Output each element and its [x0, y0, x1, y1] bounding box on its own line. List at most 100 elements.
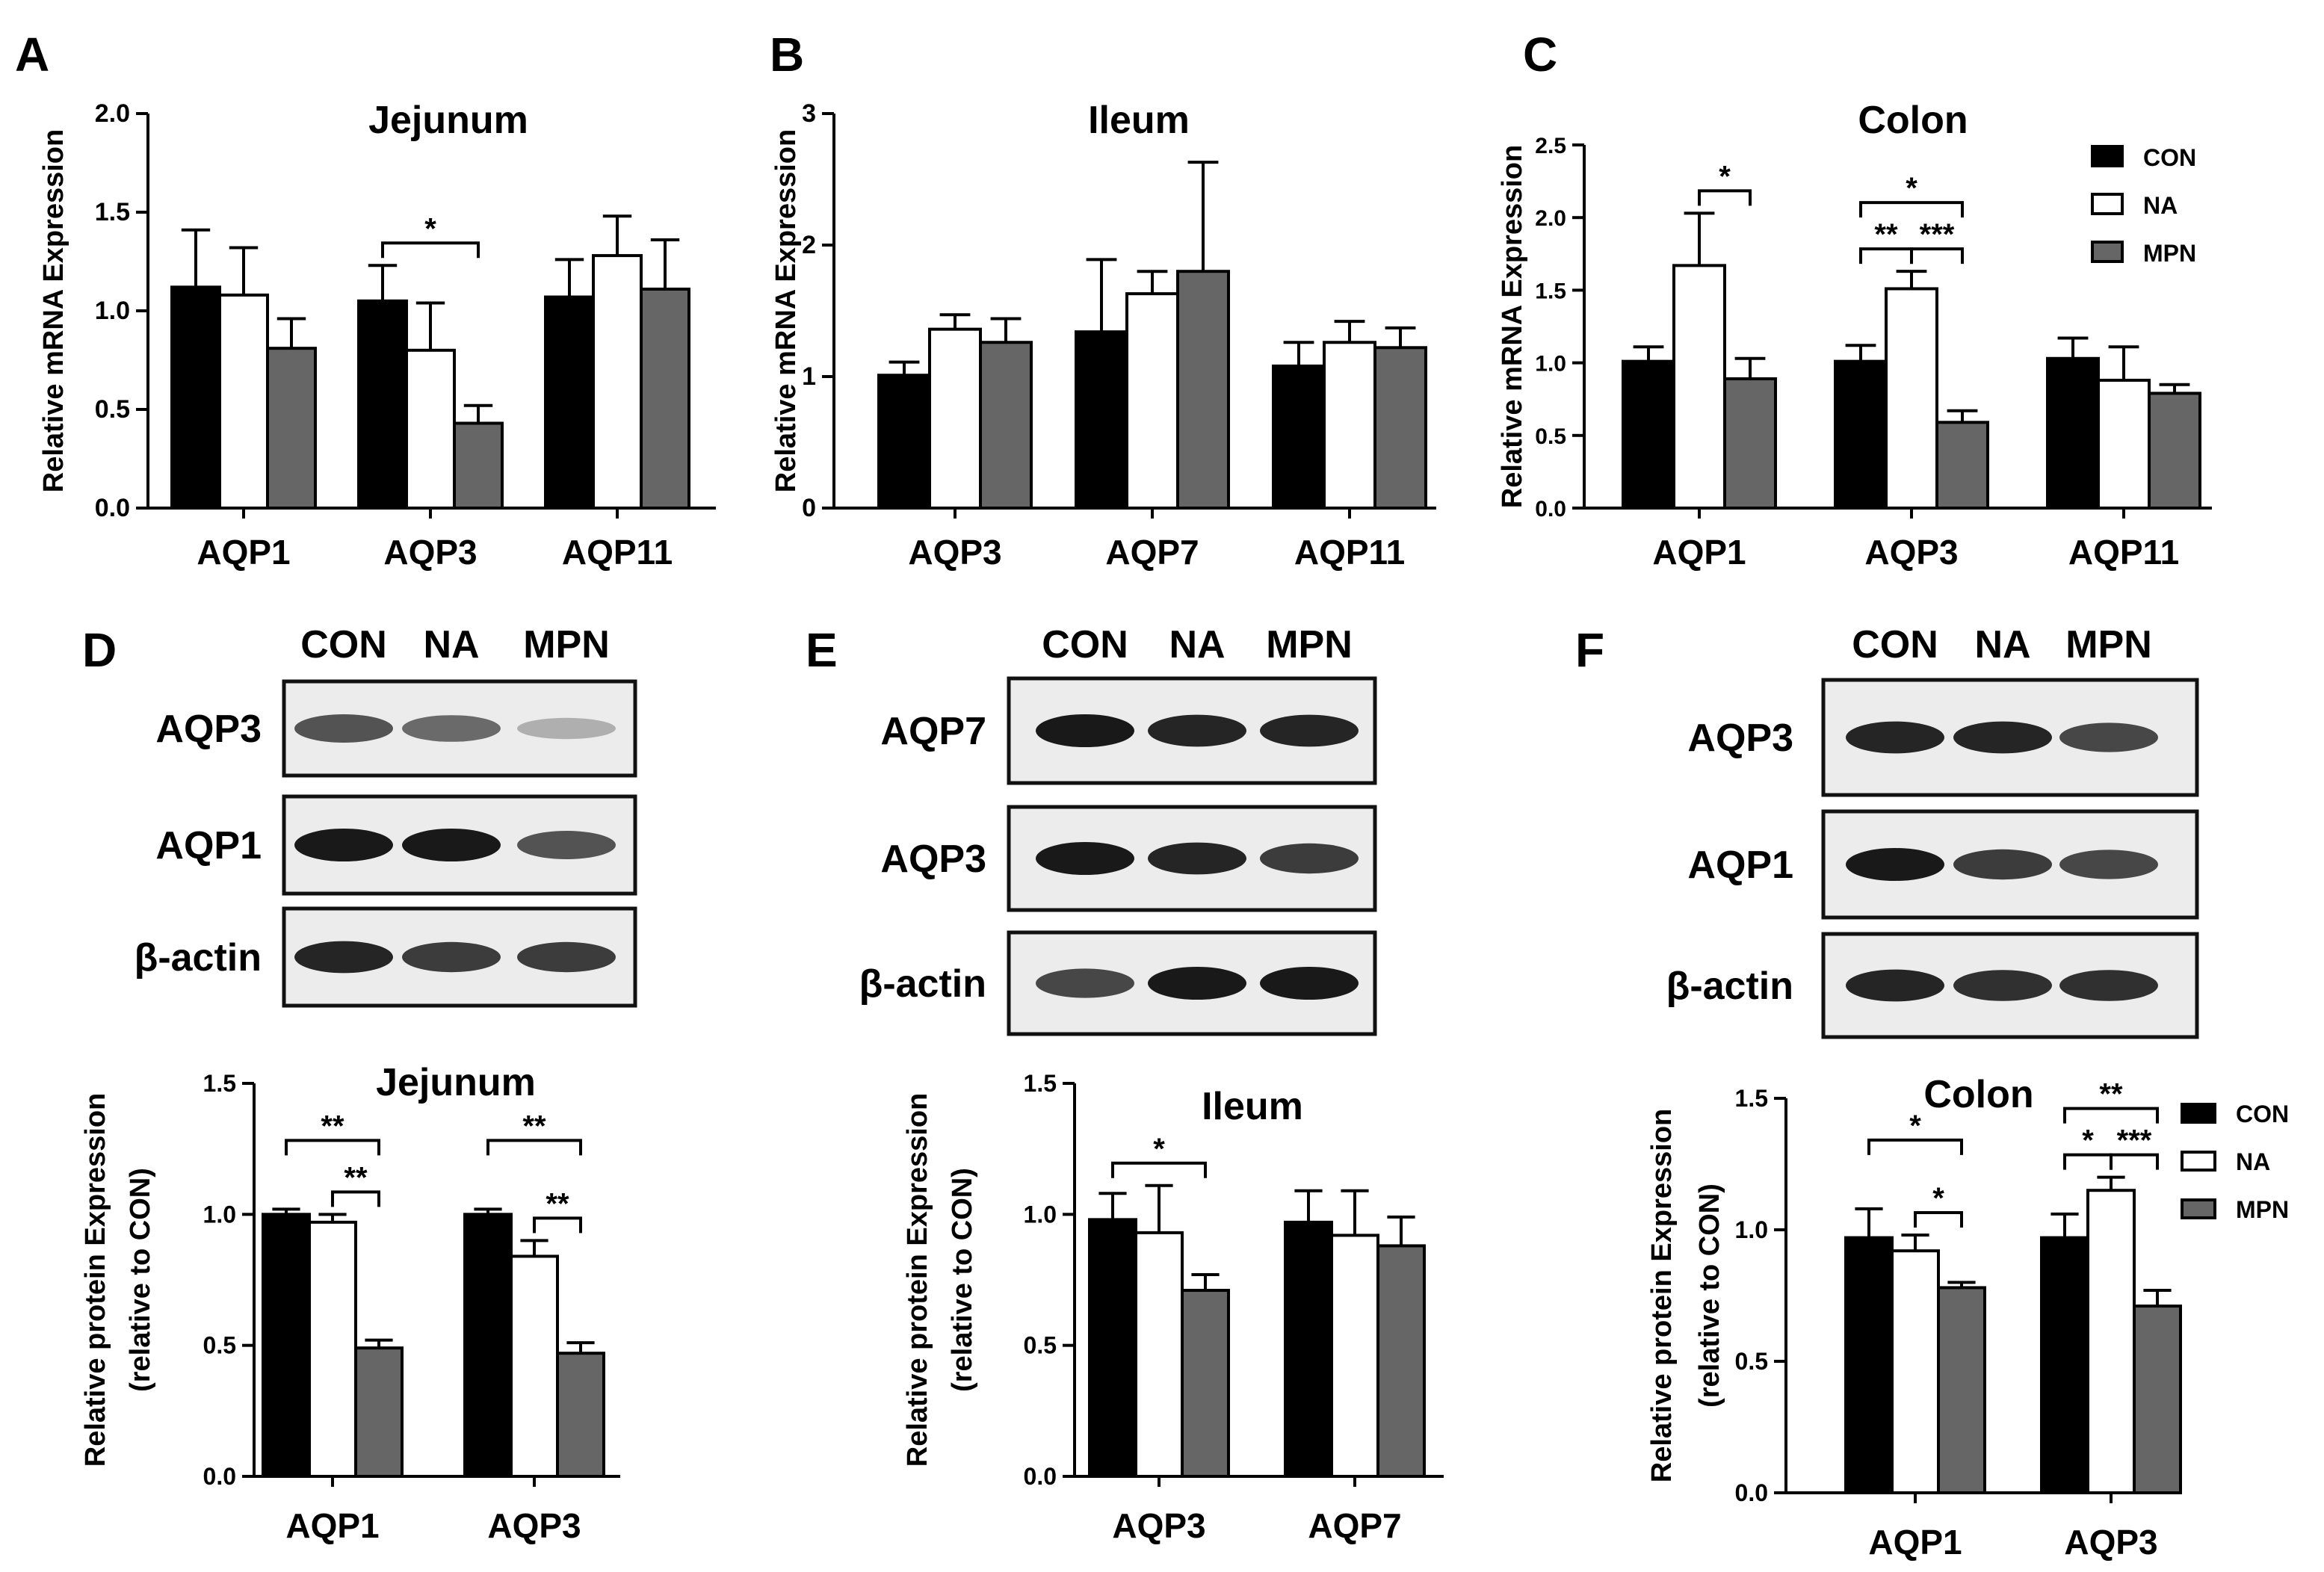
significance-label-f: ** [2099, 1078, 2123, 1111]
bar-b-con [1272, 364, 1326, 510]
x-tick-label-e: AQP3 [1112, 1506, 1205, 1545]
bar-d-mpn [556, 1352, 605, 1478]
legend-swatch-con [2181, 1103, 2216, 1124]
bar-b-na [1323, 341, 1376, 510]
significance-label-c: *** [1920, 218, 1955, 251]
bar-d-mpn [354, 1346, 404, 1478]
significance-label-d: ** [321, 1110, 344, 1142]
bar-f-na [1891, 1249, 1940, 1495]
blot-band-f [1953, 970, 2052, 1001]
significance-bracket-f [1867, 1138, 1963, 1155]
bar-a-na [405, 348, 456, 510]
chart-title-f: Colon [1923, 1073, 2033, 1116]
blot-lane-label-d: NA [423, 623, 479, 666]
bar-b-mpn [1373, 346, 1427, 510]
bar-c-con [1622, 359, 1675, 510]
y-tick-label-d: 1.5 [203, 1070, 236, 1097]
y-tick-label-c: 1.5 [1535, 279, 1566, 303]
significance-label-d: ** [344, 1161, 368, 1194]
x-tick-label-b: AQP7 [1105, 533, 1199, 572]
blot-lane-label-e: MPN [1266, 623, 1353, 666]
bar-a-na [218, 293, 269, 510]
blot-band-f [2059, 970, 2158, 1001]
bar-a-mpn [266, 347, 317, 510]
x-tick-label-a: AQP1 [197, 533, 290, 572]
significance-bracket-c [1698, 189, 1752, 206]
blot-band-d [402, 715, 501, 742]
y-tick-label-f: 1.5 [1735, 1085, 1768, 1112]
panel-letter-d: D [82, 623, 117, 677]
y-tick-label-c: 0.5 [1535, 424, 1566, 449]
significance-bracket-c [1859, 201, 1964, 218]
blot-lane-label-e: NA [1169, 623, 1225, 666]
bar-f-mpn [1937, 1286, 1986, 1494]
significance-bracket-d [533, 1216, 582, 1234]
blot-band-d [402, 941, 501, 973]
significance-label-c: ** [1874, 218, 1898, 251]
bar-a-mpn [640, 287, 690, 510]
y-tick-label-c: 0.0 [1535, 497, 1566, 522]
chart-title-e: Ileum [1202, 1085, 1303, 1128]
y-tick-label-c: 2.5 [1535, 134, 1566, 158]
legend-label-na: NA [2143, 192, 2178, 219]
blot-lane-label-e: CON [1042, 623, 1128, 666]
y-tick-label-a: 1.5 [95, 198, 130, 226]
bar-c-mpn [1935, 421, 1989, 510]
blot-row-label-f: AQP1 [1687, 844, 1793, 887]
blot-band-e [1260, 967, 1359, 1000]
chart-title-d: Jejunum [376, 1061, 536, 1104]
blot-band-d [294, 714, 393, 743]
chart-title-c: Colon [1858, 99, 1968, 142]
y-tick-label-b: 2 [802, 231, 816, 259]
bar-d-na [510, 1254, 559, 1478]
x-tick-label-d: AQP3 [487, 1506, 581, 1545]
blot-row-label-d: β-actin [135, 936, 262, 980]
bar-c-con [2046, 356, 2100, 510]
y-tick-label-f: 0.5 [1735, 1348, 1768, 1375]
blot-band-e [1036, 968, 1134, 998]
panel-letter-f: F [1575, 623, 1604, 677]
blot-band-f [1846, 721, 1944, 754]
blot-band-d [517, 831, 616, 859]
x-tick-label-a: AQP3 [383, 533, 477, 572]
blot-band-d [402, 829, 501, 861]
y-tick-label-b: 0 [802, 494, 816, 522]
significance-bracket-f [1914, 1211, 1963, 1228]
bar-a-con [170, 285, 221, 510]
significance-label-c: * [1906, 172, 1917, 205]
panel-letter-a: A [15, 28, 49, 81]
legend-label-na: NA [2236, 1148, 2270, 1175]
blot-band-e [1036, 714, 1134, 747]
panel-letter-b: B [770, 28, 804, 81]
blot-band-e [1148, 967, 1246, 1000]
significance-label-f: * [1932, 1182, 1944, 1215]
x-tick-label-b: AQP11 [1294, 533, 1405, 572]
significance-label-f: * [1909, 1110, 1921, 1142]
blot-row-label-f: AQP3 [1687, 717, 1793, 760]
blot-row-label-d: AQP1 [155, 824, 262, 867]
y-axis-sublabel-f: (relative to CON) [1694, 1183, 1725, 1408]
bar-b-con [877, 374, 931, 510]
y-tick-label-d: 1.0 [203, 1201, 236, 1228]
x-tick-label-c: AQP1 [1652, 533, 1746, 572]
y-axis-label-c: Relative mRNA Expression [1497, 145, 1528, 508]
bar-b-con [1075, 330, 1128, 510]
bar-c-con [1834, 359, 1888, 510]
significance-bracket-e [1111, 1161, 1207, 1178]
bar-c-na [2097, 378, 2151, 510]
blot-band-f [2059, 850, 2158, 879]
significance-label-a: * [424, 212, 436, 245]
significance-bracket-c [1910, 247, 1964, 264]
bar-e-na [1134, 1231, 1184, 1478]
blot-lane-label-f: NA [1974, 623, 2030, 666]
bar-d-na [308, 1220, 357, 1479]
x-tick-label-f: AQP3 [2064, 1523, 2157, 1562]
y-tick-label-a: 2.0 [95, 99, 130, 128]
x-tick-label-c: AQP11 [2068, 533, 2179, 572]
bar-b-na [928, 327, 982, 510]
bar-b-na [1125, 292, 1179, 510]
y-tick-label-c: 1.0 [1535, 352, 1566, 377]
chart-title-a: Jejunum [368, 99, 528, 142]
legend-label-con: CON [2143, 144, 2196, 171]
y-tick-label-e: 0.0 [1024, 1463, 1057, 1490]
